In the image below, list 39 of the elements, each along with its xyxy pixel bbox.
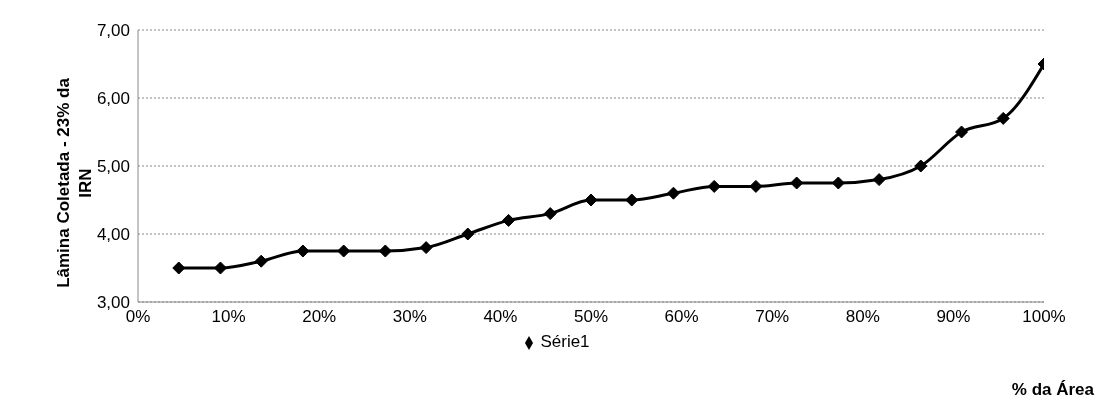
point bbox=[790, 176, 804, 190]
point bbox=[914, 159, 928, 173]
point bbox=[254, 254, 268, 268]
x-tick-label: 70% bbox=[755, 307, 790, 327]
y-axis-title: Lâmina Coletada - 23% da IRN bbox=[54, 77, 95, 288]
x-tick-label: 30% bbox=[392, 307, 427, 327]
point bbox=[666, 186, 680, 200]
x-axis-title: % da Área bbox=[1011, 380, 1094, 400]
y-tick-label: 6,00 bbox=[96, 89, 130, 109]
point bbox=[625, 193, 639, 207]
x-tick-label: 0% bbox=[125, 307, 151, 327]
legend-label: Série1 bbox=[540, 332, 590, 351]
x-tick-label: 10% bbox=[211, 307, 246, 327]
point bbox=[461, 227, 475, 241]
point bbox=[172, 261, 186, 275]
point bbox=[543, 207, 557, 221]
x-tick-label: 40% bbox=[483, 307, 518, 327]
point bbox=[955, 125, 969, 139]
point bbox=[707, 179, 721, 193]
point bbox=[872, 173, 886, 187]
x-tick-label: 60% bbox=[664, 307, 699, 327]
x-tick-label: 50% bbox=[573, 307, 609, 327]
point bbox=[337, 244, 351, 258]
y-tick-label: 4,00 bbox=[96, 225, 130, 245]
x-tick-label: 90% bbox=[936, 307, 971, 327]
point bbox=[831, 176, 845, 190]
y-tick-label: 7,00 bbox=[96, 21, 130, 41]
point bbox=[584, 193, 598, 207]
point bbox=[419, 241, 433, 255]
point bbox=[378, 244, 392, 258]
point bbox=[502, 213, 516, 227]
point bbox=[996, 111, 1010, 125]
x-tick-label: 20% bbox=[302, 307, 337, 327]
point bbox=[213, 261, 227, 275]
point bbox=[749, 179, 763, 193]
point bbox=[296, 244, 310, 258]
x-tick-label: 100% bbox=[1022, 307, 1066, 327]
y-tick-label: 5,00 bbox=[96, 157, 130, 177]
x-tick-label: 80% bbox=[845, 307, 880, 327]
